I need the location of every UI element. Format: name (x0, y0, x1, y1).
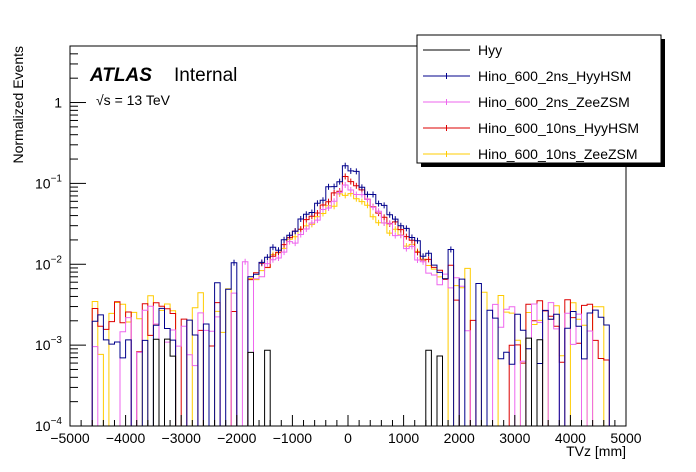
x-tick-label: −1000 (273, 430, 313, 446)
legend-box (416, 34, 662, 164)
series-line (152, 337, 544, 426)
x-tick-label: −2000 (217, 430, 257, 446)
legend-label: Hino_600_10ns_HyyHSM (478, 120, 639, 136)
energy-label: √s = 13 TeV (96, 92, 171, 108)
y-tick-label: 1 (54, 95, 62, 111)
legend-entry: Hyy (423, 42, 502, 58)
legend-entry: Hino_600_10ns_HyyHSM (423, 120, 639, 136)
atlas-label: ATLAS (89, 65, 152, 86)
y-axis-title: Normalized Events (10, 46, 26, 164)
x-tick-label: −5000 (50, 430, 90, 446)
y-tick-label: 10−2 (35, 254, 62, 272)
y-tick-label: 10−3 (35, 335, 62, 353)
legend-label: Hino_600_2ns_HyyHSM (478, 68, 631, 84)
legend-label: Hino_600_10ns_ZeeZSM (478, 146, 638, 162)
x-tick-label: 1000 (388, 430, 419, 446)
x-tick-label: 0 (344, 430, 352, 446)
legend-entry: Hino_600_2ns_ZeeZSM (423, 94, 630, 110)
x-tick-label: 3000 (499, 430, 530, 446)
legend-entry: Hino_600_2ns_HyyHSM (423, 68, 631, 84)
legend: Hyy Hino_600_2ns_HyyHSM Hino_600_2ns_ZeeZS… (416, 34, 665, 167)
y-tick-label: 10−1 (35, 173, 62, 191)
x-tick-label: −3000 (162, 430, 202, 446)
axis-ticks: −5000 −4000 −3000 −2000 −1000 0 1000 2000 3000 40… (35, 45, 642, 446)
x-tick-label: −4000 (106, 430, 146, 446)
series-layer (91, 162, 610, 426)
atlas-status-label: Internal (174, 65, 237, 86)
x-tick-label: 5000 (610, 430, 641, 446)
legend-entry: Hino_600_10ns_ZeeZSM (423, 146, 638, 162)
x-tick-label: 2000 (444, 430, 475, 446)
x-axis-title: TVz [mm] (566, 443, 626, 459)
series-Hyy (152, 337, 544, 426)
y-tick-label: 10−4 (35, 416, 62, 434)
x-tick-label: 4000 (555, 430, 586, 446)
legend-label: Hyy (478, 42, 502, 58)
legend-entries: Hyy Hino_600_2ns_HyyHSM Hino_600_2ns_ZeeZS… (423, 42, 639, 162)
legend-label: Hino_600_2ns_ZeeZSM (478, 94, 630, 110)
